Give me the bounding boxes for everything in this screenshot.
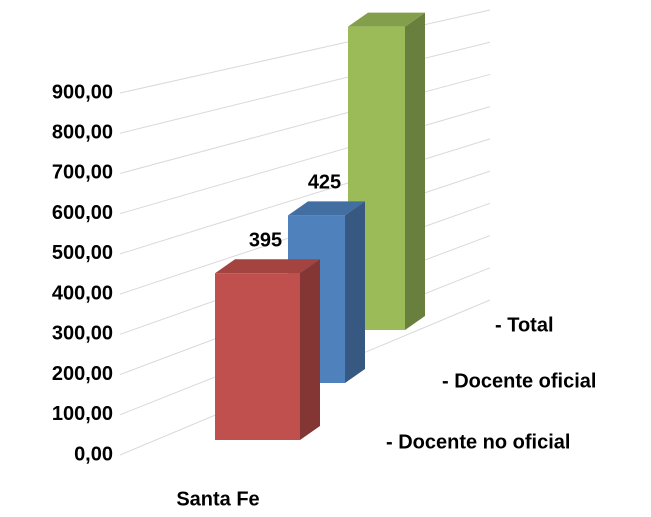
bar-top	[288, 201, 365, 216]
grid-line	[119, 9, 491, 94]
x-tick-label: Santa Fe	[176, 488, 259, 510]
bar-side	[300, 259, 320, 440]
bar	[215, 273, 300, 440]
y-tick-label: 400,00	[52, 282, 113, 304]
y-tick-label: 600,00	[52, 202, 113, 224]
grid-line	[119, 73, 491, 174]
y-tick-label: 0,00	[74, 443, 113, 465]
y-tick-label: 700,00	[52, 162, 113, 184]
y-tick-label: 200,00	[52, 363, 113, 385]
y-tick-label: 300,00	[52, 323, 113, 345]
grid-line	[119, 41, 491, 134]
y-tick-label: 800,00	[52, 122, 113, 144]
bar-top	[215, 259, 320, 274]
value-label: 395	[249, 230, 282, 252]
bar-side	[345, 201, 365, 383]
legend-entry: - Docente no oficial	[386, 431, 570, 453]
y-tick-label: 100,00	[52, 403, 113, 425]
y-tick-label: 900,00	[52, 81, 113, 103]
bar-side	[405, 12, 425, 330]
grid-line	[119, 138, 491, 255]
bar-top	[348, 12, 425, 27]
grid-line	[119, 106, 491, 215]
value-label: 425	[308, 172, 341, 194]
legend-entry: - Docente oficial	[442, 370, 596, 392]
legend-entry: - Total	[495, 314, 554, 336]
y-tick-label: 500,00	[52, 242, 113, 264]
value-label: 820	[368, 0, 401, 5]
